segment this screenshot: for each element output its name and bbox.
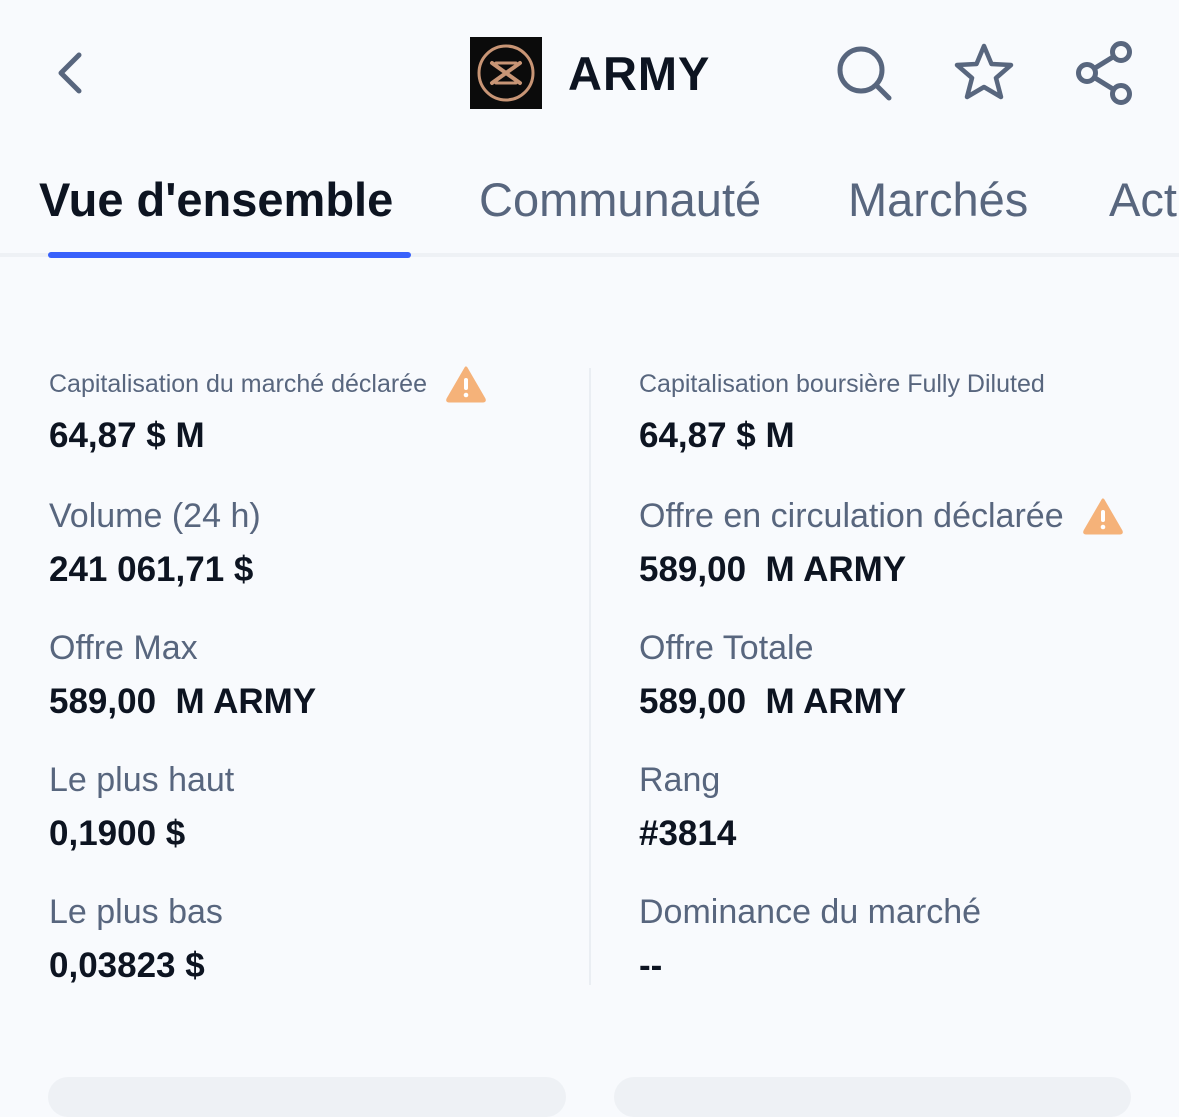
stat-total-supply: Offre Totale 589,00 M ARMY [639, 626, 1159, 722]
stat-label-wrap: Offre en circulation déclarée [639, 494, 1159, 538]
army-logo [470, 37, 542, 109]
stat-label: Rang [639, 760, 721, 799]
stat-value: #3814 [639, 814, 737, 853]
stat-value: 64,87 $ M [49, 416, 205, 455]
warning-icon[interactable] [1082, 497, 1124, 535]
tab-activity[interactable]: Act [1109, 173, 1177, 226]
stat-label: Capitalisation du marché déclarée [49, 369, 427, 398]
stat-fully-diluted-cap: Capitalisation boursière Fully Diluted 6… [639, 364, 1159, 456]
stat-market-dominance: Dominance du marché -- [639, 890, 1159, 986]
tab-bar: Vue d'ensemble Communauté Marchés Act [0, 150, 1179, 260]
tab-markets[interactable]: Marchés [848, 173, 1029, 226]
stats-panel: Capitalisation du marché déclarée 64,87 … [0, 340, 1179, 1000]
stat-market-cap: Capitalisation du marché déclarée 64,87 … [49, 364, 569, 456]
header: ARMY [0, 0, 1179, 150]
favorite-button[interactable] [951, 40, 1017, 106]
stat-value: 64,87 $ M [639, 416, 795, 455]
star-icon [954, 43, 1014, 100]
stat-value: -- [639, 946, 663, 985]
share-button[interactable] [1071, 40, 1137, 106]
stat-value: 0,1900 $ [49, 814, 186, 853]
tab-overview[interactable]: Vue d'ensemble [39, 173, 394, 226]
chevron-left-icon [58, 52, 82, 94]
stat-label: Dominance du marché [639, 892, 982, 931]
stat-label: Volume (24 h) [49, 496, 261, 535]
stat-volume-24h: Volume (24 h) 241 061,71 $ [49, 494, 569, 590]
active-tab-indicator [48, 252, 411, 258]
page-title: ARMY [568, 46, 711, 100]
back-button[interactable] [40, 40, 100, 106]
stat-value: 241 061,71 $ [49, 550, 254, 589]
search-button[interactable] [831, 40, 897, 106]
stat-value: 589,00 M ARMY [49, 682, 317, 721]
warning-icon[interactable] [445, 365, 487, 403]
stat-label: Offre Max [49, 628, 198, 667]
search-icon [837, 46, 892, 101]
coin-brand: ARMY [470, 36, 710, 110]
stat-all-time-low: Le plus bas 0,03823 $ [49, 890, 569, 986]
stat-circulating-supply: Offre en circulation déclarée 589,00 M A… [639, 494, 1159, 590]
tab-community[interactable]: Communauté [479, 173, 762, 226]
stat-label: Le plus bas [49, 892, 223, 931]
bottom-cards [0, 1077, 1179, 1117]
stat-value: 589,00 M ARMY [639, 682, 907, 721]
share-icon [1076, 41, 1132, 105]
info-card-right[interactable] [614, 1077, 1131, 1117]
stat-label-wrap: Capitalisation du marché déclarée [49, 364, 569, 404]
info-card-left[interactable] [48, 1077, 566, 1117]
stat-rank: Rang #3814 [639, 758, 1159, 854]
tab-track [0, 253, 1179, 257]
stat-all-time-high: Le plus haut 0,1900 $ [49, 758, 569, 854]
stat-max-supply: Offre Max 589,00 M ARMY [49, 626, 569, 722]
stat-label: Offre Totale [639, 628, 814, 667]
stat-label: Le plus haut [49, 760, 235, 799]
stat-value: 589,00 M ARMY [639, 550, 907, 589]
stat-label: Capitalisation boursière Fully Diluted [639, 369, 1045, 398]
stat-value: 0,03823 $ [49, 946, 205, 985]
stat-label: Offre en circulation déclarée [639, 496, 1064, 535]
column-divider [589, 368, 591, 985]
